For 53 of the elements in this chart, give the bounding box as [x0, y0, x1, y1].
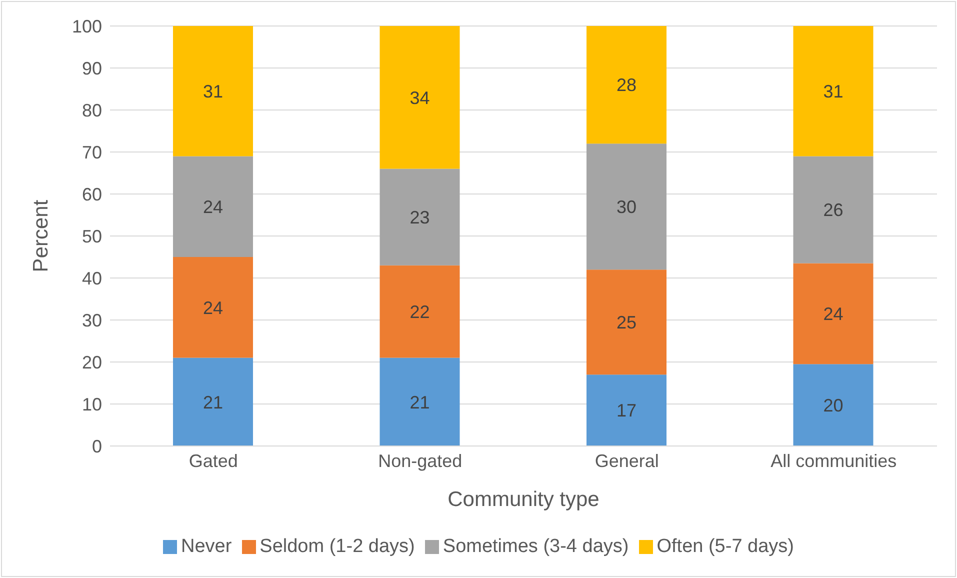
- bar: [793, 364, 874, 446]
- data-label: 30: [616, 196, 637, 217]
- data-label: 24: [202, 196, 224, 217]
- x-tick-label: All communities: [770, 450, 897, 471]
- x-tick-label: General: [594, 450, 659, 471]
- x-tick-label: Gated: [188, 450, 238, 471]
- data-label: 23: [410, 207, 430, 228]
- bar: [380, 26, 460, 169]
- data-label: 26: [823, 200, 844, 220]
- x-axis-title: Community type: [448, 488, 600, 511]
- bar: [380, 358, 460, 446]
- bar: [380, 265, 460, 358]
- y-tick-label: 0: [92, 436, 102, 456]
- legend-label: Often (5-7 days): [656, 536, 794, 557]
- bar: [173, 26, 253, 156]
- y-tick-label: 20: [82, 352, 102, 372]
- y-tick-label: 30: [82, 310, 102, 330]
- data-label: 17: [616, 400, 637, 421]
- bar: [586, 26, 666, 144]
- data-label: 21: [202, 392, 224, 412]
- data-label: 31: [202, 81, 224, 102]
- data-label: 24: [202, 298, 224, 318]
- data-label: 31: [823, 81, 844, 102]
- legend-label: Sometimes (3-4 days): [442, 536, 629, 557]
- legend-label: Seldom (1-2 days): [260, 536, 415, 557]
- data-label: 28: [616, 75, 637, 96]
- bar: [173, 358, 253, 446]
- data-label: 20: [823, 395, 844, 416]
- bar: [793, 26, 874, 156]
- bar: [586, 144, 666, 270]
- x-tick-label: Non-gated: [378, 450, 462, 471]
- y-tick-label: 10: [82, 394, 102, 414]
- bar: [173, 257, 253, 358]
- data-label: 25: [616, 312, 637, 332]
- bar: [793, 156, 874, 264]
- data-label: 21: [410, 392, 430, 412]
- y-tick-label: 70: [82, 142, 102, 162]
- y-tick-label: 100: [72, 16, 102, 36]
- y-tick-label: 60: [82, 184, 102, 204]
- y-tick-label: 80: [82, 100, 102, 120]
- bar: [173, 156, 253, 257]
- y-axis-title: Percent: [29, 200, 52, 272]
- y-tick-label: 50: [82, 226, 102, 246]
- legend-label: Never: [180, 536, 232, 557]
- y-tick-label: 40: [82, 268, 102, 288]
- bar: [586, 374, 666, 446]
- bar: [793, 263, 874, 364]
- data-label: 34: [410, 88, 430, 108]
- data-label: 22: [410, 302, 430, 322]
- bar: [586, 270, 666, 375]
- data-label: 24: [823, 304, 844, 324]
- bar: [380, 168, 460, 266]
- y-tick-label: 90: [82, 58, 102, 78]
